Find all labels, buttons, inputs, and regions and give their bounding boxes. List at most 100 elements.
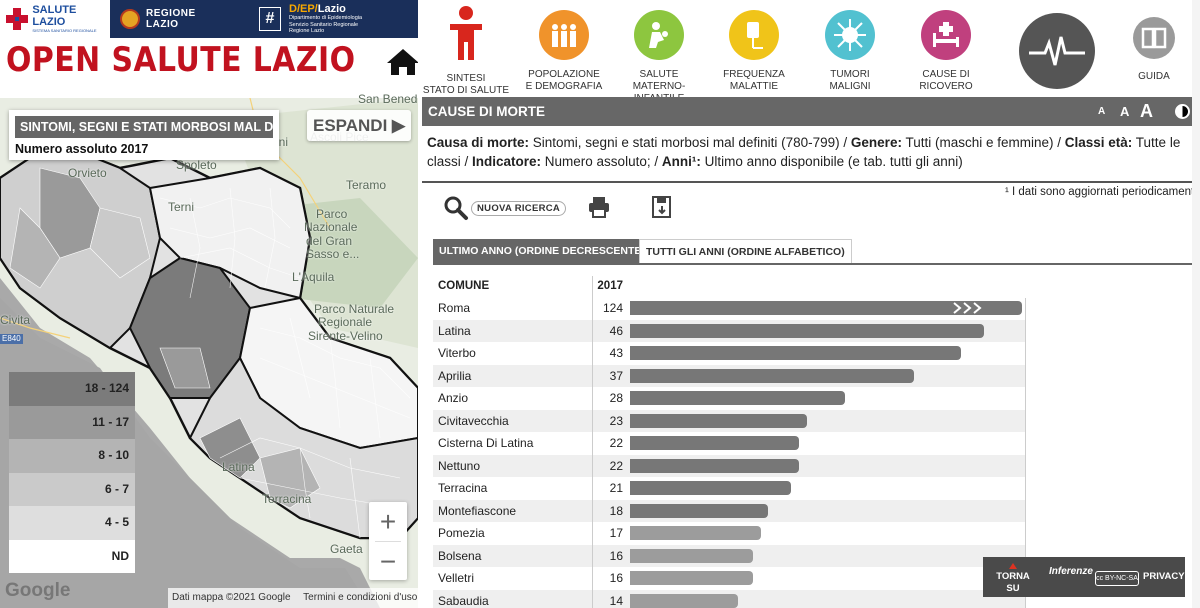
value-bar — [630, 503, 768, 518]
value-bar — [630, 458, 799, 473]
back-to-top-button[interactable]: TORNA SU — [989, 563, 1037, 595]
salute-lazio-logo[interactable]: SALUTE LAZIO SISTEMA SANITARIO REGIONALE — [0, 0, 110, 38]
book-icon — [1133, 17, 1175, 59]
table-row: Aprilia 37 — [433, 364, 1026, 387]
download-icon[interactable] — [651, 195, 673, 219]
comune-name: Civitavecchia — [438, 413, 509, 428]
red-cross-icon — [6, 8, 29, 30]
table-body: Roma 124 Latina 46 Viterbo 43 Aprilia 37 Anzio 28… — [433, 297, 1026, 608]
col-year-header: 2017 — [597, 280, 623, 292]
place-parco-1: Parco — [316, 207, 348, 221]
comune-value: 22 — [609, 458, 623, 473]
comune-name: Viterbo — [438, 346, 476, 360]
inferenze-logo[interactable]: Inferenze — [1049, 566, 1093, 577]
map-attribution: Dati mappa ©2021 Google Termini e condiz… — [168, 588, 418, 608]
place-parco-2: Nazionale — [304, 220, 358, 234]
nav-item-heartbeat[interactable] — [1007, 0, 1107, 89]
nav-item-hospital-bed[interactable]: CAUSE DI RICOVERO — [901, 0, 991, 93]
place-terni: Terni — [168, 200, 195, 214]
table-row: Anzio 28 — [433, 387, 1026, 410]
nav-item-iv-drip[interactable]: FREQUENZA MALATTIE — [709, 0, 799, 93]
font-size-large-button[interactable]: A — [1140, 101, 1153, 121]
zoom-in-button[interactable]: + — [379, 506, 397, 537]
nav-item-cell[interactable]: TUMORI MALIGNI — [805, 0, 895, 93]
comune-value: 37 — [609, 368, 623, 383]
nav-item-person[interactable]: SINTESI STATO DI SALUTE — [421, 0, 511, 97]
desc-key-indicatore: Indicatore: — [472, 153, 542, 169]
desc-key-genere: Genere: — [850, 135, 902, 150]
map-subtitle: Numero assoluto 2017 — [15, 142, 149, 156]
hospital-bed-icon — [921, 10, 971, 60]
value-bar — [630, 526, 761, 540]
table-row: Cisterna Di Latina 22 — [433, 432, 1026, 455]
table-row: Bolsena 16 — [433, 544, 1026, 567]
privacy-link[interactable]: PRIVACY — [1143, 571, 1185, 582]
footer-bar: TORNA SU Inferenze cc BY-NC-SA PRIVACY — [983, 557, 1185, 597]
new-search-button[interactable]: NUOVA RICERCA — [443, 195, 567, 221]
place-parco-4: Sasso e... — [306, 247, 360, 261]
nav-label-line2: STATO DI SALUTE — [422, 85, 510, 96]
table-row: Pomezia 17 — [433, 522, 1026, 545]
legend-item: 6 - 7 — [9, 472, 135, 506]
comune-name: Montefiascone — [438, 503, 517, 518]
desc-val-classi: Tutte le classi / — [427, 135, 1181, 169]
legend-item: ND — [9, 539, 135, 573]
salute-lazio-text: SALUTE LAZIO — [32, 4, 77, 28]
place-orvieto: Orvieto — [68, 166, 107, 180]
scrollbar[interactable] — [1192, 0, 1200, 608]
nav-item-people[interactable]: POPOLAZIONE E DEMOGRAFIA — [519, 0, 609, 93]
legend-item: 8 - 10 — [9, 439, 135, 473]
tab-ultimo-anno[interactable]: ULTIMO ANNO (ORDINE DECRESCENTE) — [433, 239, 651, 263]
expand-button[interactable]: ESPANDI ▶ — [307, 110, 411, 141]
value-bar — [630, 413, 807, 428]
font-size-small-button[interactable]: A — [1098, 106, 1106, 117]
table-row: Civitavecchia 23 — [433, 409, 1026, 432]
nav-label-line2: E DEMOGRAFIA — [525, 81, 603, 92]
terms-link[interactable]: Termini e condizioni d'uso — [303, 592, 418, 603]
tab-tutti-gli-anni[interactable]: TUTTI GLI ANNI (ORDINE ALFABETICO) — [639, 239, 852, 263]
place-sirente-2: Regionale — [318, 315, 373, 329]
legend-item: 11 - 17 — [9, 405, 135, 439]
col-comune-header: COMUNE — [438, 280, 490, 292]
site-title[interactable]: OPEN SALUTE LAZIO — [6, 40, 356, 80]
table-row: Nettuno 22 — [433, 454, 1026, 477]
place-sirente-1: Parco Naturale — [314, 302, 395, 316]
nav-label-line1: FREQUENZA — [723, 69, 785, 80]
value-bar — [630, 301, 1022, 315]
nav-label-line1: SALUTE — [639, 69, 679, 80]
dep-prefix: D/EP/ — [289, 3, 318, 16]
zoom-out-button[interactable]: − — [379, 546, 397, 577]
section-header: CAUSE DI MORTE A A A — [422, 97, 1196, 126]
dep-lazio-logo[interactable]: # D/EP/Lazio Dipartimento di Epidemiolog… — [245, 0, 418, 38]
table-row: Roma 124 — [433, 297, 1026, 320]
regione-lazio-logo[interactable]: REGIONE LAZIO — [110, 0, 245, 38]
chart-end-line — [1025, 298, 1026, 608]
place-laquila: L'Aquila — [292, 270, 335, 284]
font-size-medium-button[interactable]: A — [1120, 104, 1130, 119]
divider — [422, 181, 1196, 183]
road-badge: E840 — [0, 334, 23, 344]
person-icon — [441, 2, 491, 64]
value-bar — [630, 391, 845, 405]
nav-item-book[interactable]: GUIDA — [1109, 0, 1199, 83]
home-icon[interactable] — [386, 47, 418, 77]
query-description: Causa di morte: Sintomi, segni e stati m… — [427, 134, 1193, 171]
comune-name: Anzio — [438, 391, 469, 405]
value-bar — [630, 323, 984, 338]
print-icon[interactable] — [587, 195, 611, 219]
creative-commons-badge[interactable]: cc BY-NC-SA — [1095, 571, 1139, 586]
contrast-icon[interactable] — [1175, 104, 1190, 119]
column-separator — [592, 276, 593, 608]
regione-line2: LAZIO — [146, 19, 179, 30]
comune-name: Cisterna Di Latina — [438, 436, 534, 450]
value-bar — [630, 481, 791, 495]
value-bar — [630, 593, 738, 608]
value-bar — [630, 368, 914, 383]
comune-value: 43 — [609, 346, 623, 360]
tabs-divider — [433, 263, 1196, 265]
google-logo[interactable]: Google — [5, 580, 71, 601]
place-terracina: Terracina — [262, 492, 312, 506]
zoom-control: + − — [369, 502, 407, 580]
table-row: Latina 46 — [433, 319, 1026, 342]
